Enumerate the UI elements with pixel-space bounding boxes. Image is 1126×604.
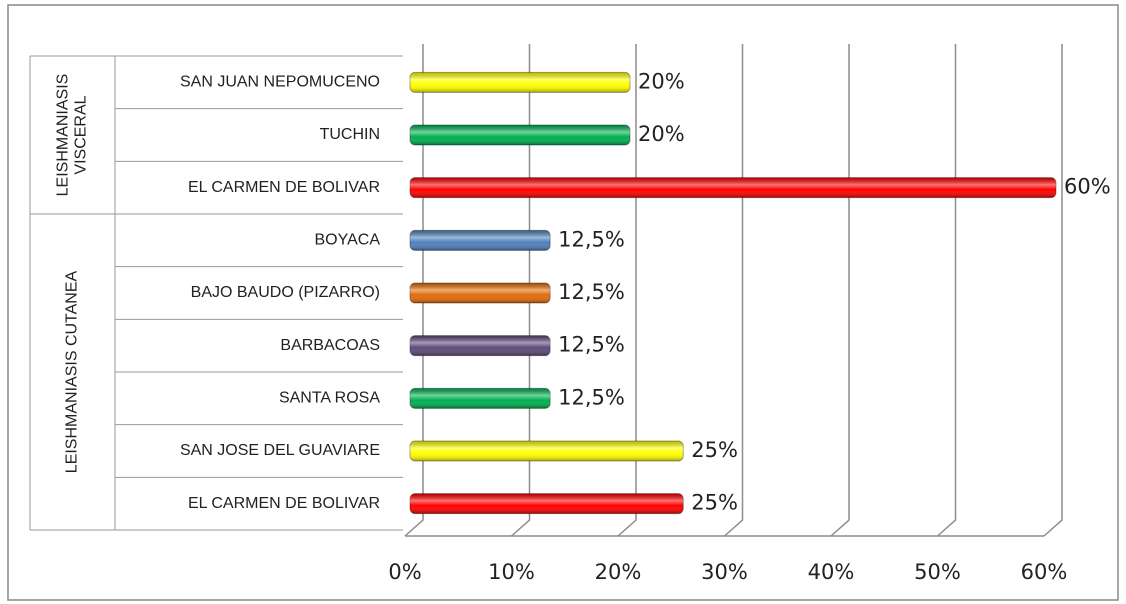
group-label: LEISHMANIASIS [55,74,72,197]
value-label: 12,5% [558,227,625,251]
bar-shine [410,72,630,93]
bar-shine [410,388,551,409]
category-label: BOYACA [315,232,381,249]
bar-shine [410,441,684,461]
grid [404,44,1063,537]
category-label: BARBACOAS [280,337,380,354]
value-label: 12,5% [558,385,625,409]
category-label: TUCHIN [320,126,380,143]
group-label: LEISHMANIASIS CUTANEA [64,270,81,473]
bar-shine [410,125,630,145]
grid-line [617,44,637,537]
bar-shine [410,177,1056,198]
value-label: 12,5% [558,280,625,304]
bar-shine [410,230,551,251]
bar-shine [410,335,551,356]
value-label: 25% [691,438,738,462]
x-tick-label: 10% [488,560,535,584]
bar-shine [410,283,551,303]
bars [409,71,1057,515]
x-tick-label: 40% [808,560,855,584]
category-label: EL CARMEN DE BOLIVAR [188,179,380,196]
x-tick-label: 20% [595,560,642,584]
x-tick-label: 0% [388,560,421,584]
group-label: VISCERAL [73,95,90,174]
grid-line [937,44,957,537]
value-label: 60% [1064,175,1111,199]
x-tick-label: 50% [914,560,961,584]
grid-line [511,44,531,537]
value-label: 20% [638,69,685,93]
value-label: 12,5% [558,333,625,357]
category-label: EL CARMEN DE BOLIVAR [188,495,380,512]
x-tick-label: 60% [1021,560,1068,584]
grid-line [724,44,744,537]
category-table: LEISHMANIASIS VISCERAL LEISHMANIASIS CUTAN… [29,55,403,531]
category-label: SANTA ROSA [279,390,380,407]
grid-line [404,44,424,537]
category-label: SAN JOSE DEL GUAVIARE [180,442,380,459]
bar-shine [410,493,684,514]
x-tick-label: 30% [701,560,748,584]
grid-line [830,44,850,537]
grid-line [1043,44,1063,537]
category-label: BAJO BAUDO (PIZARRO) [191,284,380,301]
value-label: 20% [638,122,685,146]
category-label: SAN JUAN NEPOMUCENO [180,74,380,91]
value-label: 25% [691,491,738,515]
